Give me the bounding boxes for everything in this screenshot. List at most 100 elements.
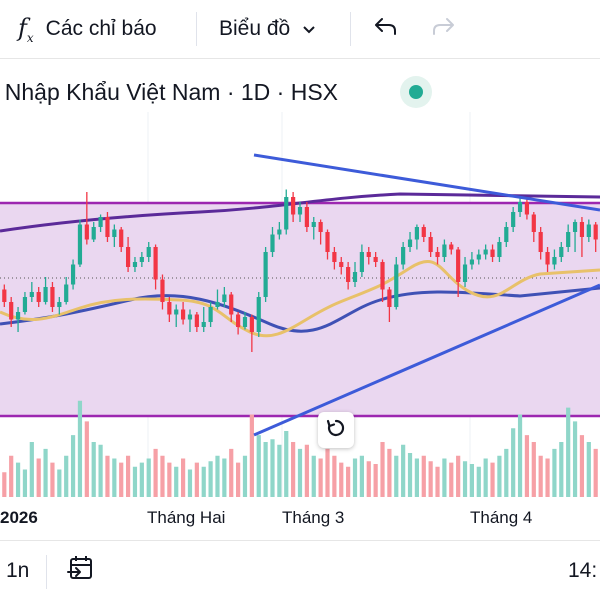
range-1y-button[interactable]: 1n (6, 541, 29, 601)
volume-bar (270, 439, 275, 497)
candle-body (36, 292, 41, 302)
volume-bar (483, 458, 488, 497)
volume-bar (559, 442, 564, 497)
volume-bar (387, 448, 392, 497)
volume-bar (119, 462, 124, 497)
volume-bar (566, 407, 571, 497)
indicators-button[interactable]: fx Các chỉ báo (18, 0, 157, 58)
candle-body (359, 252, 364, 272)
fx-icon: fx (18, 13, 34, 45)
volume-bar (194, 462, 199, 497)
volume-bar (249, 414, 254, 497)
volume-bar (339, 462, 344, 497)
volume-bar (449, 462, 454, 497)
ma-short-line (0, 260, 600, 338)
volume-bar (552, 448, 557, 497)
volume-bar (380, 442, 385, 497)
undo-button[interactable] (373, 0, 399, 58)
reset-chart-button[interactable] (318, 412, 354, 448)
candle-body (394, 264, 399, 307)
candle-body (566, 232, 571, 247)
price-chart[interactable] (0, 112, 600, 497)
symbol-title: t Nhập Khẩu Việt Nam · 1D · HSX (0, 78, 338, 105)
volume-bar (139, 462, 144, 497)
volume-bar (462, 461, 468, 497)
volume-bar (84, 421, 89, 497)
volume-bar (538, 455, 543, 497)
candle-body (380, 262, 385, 290)
volume-bar (105, 455, 110, 497)
volume-bar (160, 455, 165, 497)
candle-body (70, 264, 76, 285)
volume-bar (593, 448, 598, 497)
candle-body (517, 202, 523, 212)
volume-bar (208, 461, 213, 497)
chart-type-dropdown[interactable]: Biểu đồ (219, 0, 316, 58)
ma-mid-line (0, 286, 600, 333)
goto-date-button[interactable] (66, 541, 96, 601)
market-status-indicator[interactable] (400, 76, 432, 108)
candle-body (318, 222, 323, 232)
candle-body (249, 317, 254, 332)
volume-bars (2, 400, 598, 497)
candle-body (511, 212, 516, 227)
volume-bar (414, 458, 419, 497)
volume-bar (346, 466, 351, 497)
candle-body (263, 252, 268, 297)
candle-body (332, 252, 337, 262)
volume-bar (15, 462, 21, 497)
candle-body (132, 262, 138, 267)
trendline-upper (253, 153, 600, 212)
volume-bar (229, 448, 234, 497)
candle-body (449, 244, 454, 250)
symbol-title-row[interactable]: t Nhập Khẩu Việt Nam · 1D · HSX (0, 72, 338, 112)
chevron-down-icon (302, 17, 316, 41)
volume-bar (401, 444, 406, 497)
x-axis-label-year: 2026 (0, 508, 38, 527)
x-axis-label-mar: Tháng 3 (282, 508, 345, 527)
volume-bar (222, 458, 227, 497)
volume-bar (366, 461, 371, 497)
trendlines (253, 153, 600, 437)
candle-body (325, 232, 330, 252)
candle-body (476, 254, 481, 260)
candle-body (428, 237, 433, 252)
volume-bar (181, 458, 186, 497)
volume-bar (497, 455, 502, 497)
candle-body (270, 234, 275, 252)
toolbar-divider (350, 12, 351, 46)
candle-body (215, 302, 220, 307)
volume-bar (277, 444, 282, 497)
candle-body (572, 222, 578, 232)
candle-body (346, 267, 351, 282)
clock-time[interactable]: 14: (568, 541, 597, 601)
volume-bar (43, 448, 48, 497)
volume-bar (318, 458, 323, 497)
volume-bar (586, 442, 591, 497)
volume-bar (511, 428, 516, 497)
candle-body (256, 297, 261, 332)
candle-body (401, 247, 406, 265)
candle-body (57, 302, 62, 307)
candle-body (29, 292, 34, 297)
candle-body (112, 229, 117, 237)
candle-body (187, 314, 193, 320)
candle-body (456, 249, 461, 282)
volume-bar (146, 458, 151, 497)
candle-body (579, 222, 585, 237)
volume-bar (572, 421, 578, 497)
volume-bar (442, 458, 447, 497)
volume-bar (394, 455, 399, 497)
volume-bar (187, 469, 193, 497)
toolbar-divider (196, 12, 197, 46)
candle-body (22, 297, 28, 312)
candle-body (462, 264, 468, 282)
candle-body (208, 307, 213, 322)
candle-body (407, 239, 413, 247)
volume-bar (325, 448, 330, 497)
candle-body (490, 249, 495, 257)
redo-button[interactable] (430, 0, 456, 58)
time-label: 14: (568, 559, 598, 582)
candle-body (98, 217, 103, 227)
candle-body (236, 314, 241, 327)
